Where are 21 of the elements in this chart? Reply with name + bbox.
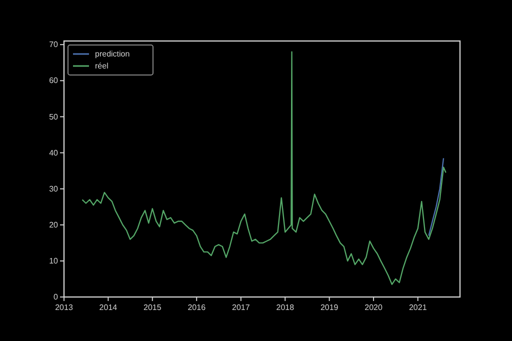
legend-label: prediction: [95, 50, 130, 59]
legend-label: réel: [95, 62, 109, 71]
x-tick-label: 2017: [232, 303, 250, 312]
y-tick-label: 50: [49, 112, 59, 122]
x-tick-label: 2016: [188, 303, 206, 312]
y-tick-label: 70: [49, 40, 59, 50]
x-tick-label: 2013: [55, 303, 74, 312]
x-tick-label: 2019: [320, 303, 339, 312]
x-tick-label: 2015: [144, 303, 162, 312]
line-series: [428, 158, 444, 236]
y-tick-label: 60: [49, 76, 59, 86]
x-tick-label: 2021: [408, 303, 428, 312]
y-tick-label: 20: [49, 220, 59, 230]
y-tick-label: 30: [49, 184, 59, 194]
line-series: [82, 51, 446, 285]
y-tick-label: 0: [54, 292, 59, 302]
y-tick-label: 10: [49, 256, 59, 266]
y-tick-label: 40: [49, 148, 59, 158]
x-tick-label: 2020: [364, 303, 383, 312]
x-tick-label: 2014: [99, 303, 118, 312]
x-tick-label: 2018: [276, 303, 295, 312]
